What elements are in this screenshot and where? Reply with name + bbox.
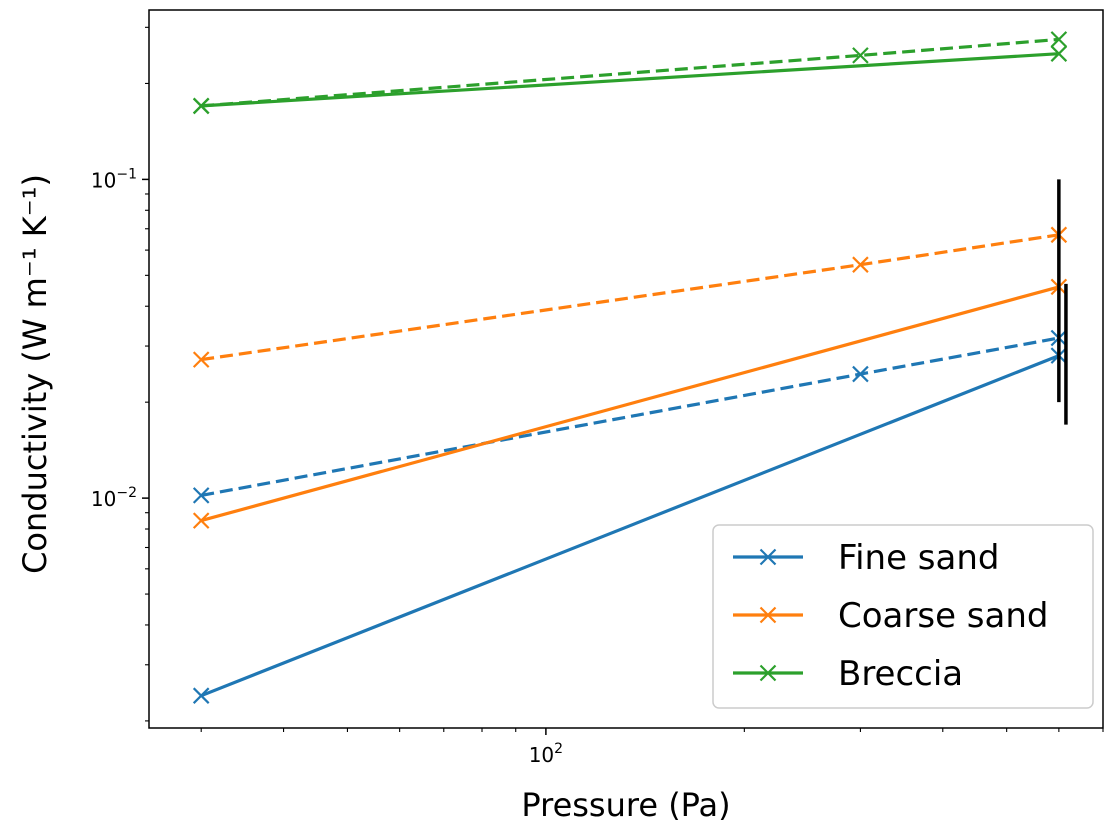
plot-frame <box>148 9 1104 729</box>
series-dashed-marker <box>852 47 869 64</box>
legend-entry-breccia: Breccia <box>733 654 963 694</box>
coarse-sand-solid-marker <box>192 512 210 529</box>
plot-marks <box>192 31 1068 704</box>
fine-sand-solid-line <box>200 354 1060 698</box>
series-dashed-marker <box>192 487 210 504</box>
series-dashed-marker <box>1050 31 1068 48</box>
y-tick-label: 10−1 <box>91 166 137 192</box>
legend-label: Coarse sand <box>838 596 1048 636</box>
breccia-solid-line <box>201 52 1059 108</box>
breccia-solid-marker <box>1050 45 1068 62</box>
legend: Fine sand Coarse sand Breccia <box>712 524 1094 709</box>
legend-label: Breccia <box>838 654 963 694</box>
legend-entry-fine-sand: Fine sand <box>733 538 999 578</box>
y-axis-title: Conductivity (W m⁻¹ K⁻¹) <box>16 174 54 574</box>
series-dashed-line <box>201 37 1060 108</box>
x-axis-title: Pressure (Pa) <box>521 786 730 824</box>
series-dashed-line <box>200 233 1060 362</box>
series-dashed-marker <box>852 256 869 273</box>
y-tick-label: 10−2 <box>91 485 137 511</box>
legend-entry-coarse-sand: Coarse sand <box>733 596 1048 636</box>
legend-box <box>712 524 1094 709</box>
axis-ticks: 102 10−2 10−1 <box>91 26 1104 767</box>
x-tick-label: 102 <box>529 741 563 767</box>
series-dashed-marker <box>852 365 869 383</box>
series-dashed-marker <box>192 351 210 368</box>
series-dashed-line <box>200 336 1060 497</box>
series-dashed-marker <box>192 97 210 115</box>
fine-sand-solid-marker <box>192 687 210 704</box>
legend-label: Fine sand <box>838 538 999 578</box>
coarse-sand-solid-line <box>200 285 1060 523</box>
